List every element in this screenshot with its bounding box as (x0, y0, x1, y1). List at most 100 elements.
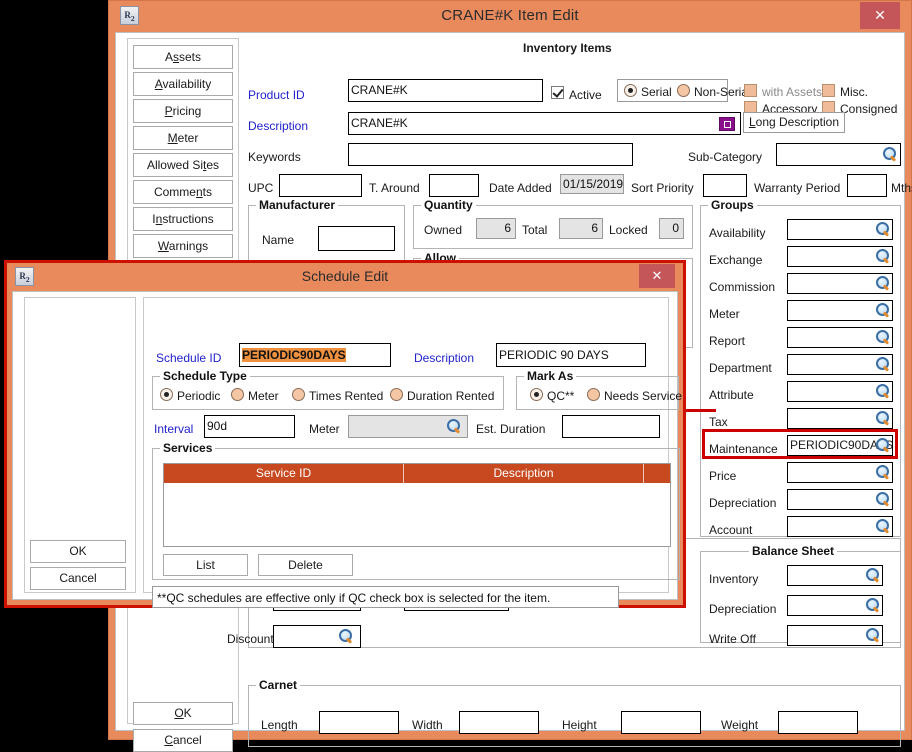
group-row-input-account[interactable] (787, 516, 893, 537)
consigned-label: Consigned (840, 102, 898, 116)
discount-label: Discount (227, 632, 274, 646)
est-duration-input[interactable] (562, 415, 660, 438)
carnet-height-input[interactable] (621, 711, 701, 734)
locked-value[interactable]: 0 (659, 218, 684, 239)
group-row-input-report[interactable] (787, 327, 893, 348)
services-col-service-id[interactable]: Service ID (164, 464, 404, 483)
schedule-description-input[interactable]: PERIODIC 90 DAYS (496, 343, 646, 367)
group-row-input-department[interactable] (787, 354, 893, 375)
group-row-input-exchange[interactable] (787, 246, 893, 267)
schedule-id-input[interactable]: PERIODIC90DAYS (239, 343, 391, 367)
mfr-name-label: Name (262, 233, 295, 247)
ld-acc: L (748, 115, 756, 129)
sb-acc: n (195, 185, 203, 199)
est-duration-label: Est. Duration (476, 422, 546, 436)
bs-row-input-inventory[interactable] (787, 565, 883, 586)
carnet-width-input[interactable] (459, 711, 539, 734)
schedule-type-radio-times-rented[interactable] (292, 388, 305, 401)
schedule-type-radio-meter[interactable] (231, 388, 244, 401)
sb-post: es (206, 158, 220, 172)
close-icon[interactable]: ✕ (860, 2, 900, 29)
mark-as-radio-needs-service[interactable] (587, 388, 600, 401)
active-checkbox[interactable] (551, 86, 564, 99)
bs-row-input-depreciation[interactable] (787, 595, 883, 616)
sidebar-item-instructions[interactable]: Instructions (133, 207, 233, 231)
misc-label: Misc. (840, 85, 868, 99)
services-col-description[interactable]: Description (404, 464, 644, 483)
group-row-input-depreciation[interactable] (787, 489, 893, 510)
sb-post: vailability (162, 77, 212, 91)
sidebar-item-assets[interactable]: Assets (133, 45, 233, 69)
schedule-ok-button[interactable]: OK (30, 540, 126, 563)
mark-as-group: Mark As QC** Needs Service (516, 369, 682, 410)
sidebar-item-availability[interactable]: Availability (133, 72, 233, 96)
schedule-id-label: Schedule ID (156, 351, 222, 365)
product-id-input[interactable]: CRANE#K (348, 79, 543, 102)
sub-category-input[interactable] (776, 143, 901, 166)
carnet-length-input[interactable] (319, 711, 399, 734)
owned-value[interactable]: 6 (476, 218, 516, 239)
long-description-button[interactable]: Long Description (743, 112, 845, 133)
annotation-arrow-line (676, 409, 716, 412)
sb-pre: Allowed Si (146, 158, 203, 172)
carnet-weight-input[interactable] (778, 711, 858, 734)
turnaround-input[interactable] (429, 174, 479, 197)
group-row-label-exchange: Exchange (709, 253, 763, 267)
group-row-label-tax: Tax (709, 415, 728, 429)
group-row-input-maintenance[interactable]: PERIODIC90DAYS (787, 435, 893, 456)
date-added-value[interactable]: 01/15/2019 (560, 174, 624, 194)
close-icon[interactable]: ✕ (639, 264, 675, 288)
misc-checkbox[interactable] (822, 84, 835, 97)
upc-input[interactable] (279, 174, 362, 197)
sidebar-item-comments[interactable]: Comments (133, 180, 233, 204)
meter-input[interactable] (348, 415, 468, 438)
schedule-id-value: PERIODIC90DAYS (242, 348, 346, 362)
total-value[interactable]: 6 (559, 218, 603, 239)
group-row-input-attribute[interactable] (787, 381, 893, 402)
sidebar-item-warnings[interactable]: Warnings (133, 234, 233, 258)
schedule-cancel-button[interactable]: Cancel (30, 567, 126, 590)
mark-as-radio-qc[interactable] (530, 388, 543, 401)
discount-input[interactable] (273, 625, 361, 648)
description-input[interactable]: CRANE#K (348, 112, 741, 135)
bs-row-label-depreciation: Depreciation (709, 602, 777, 616)
group-row-input-commission[interactable] (787, 273, 893, 294)
sb-acc: t (203, 158, 207, 172)
mfr-name-input[interactable] (318, 226, 395, 251)
sb-post: arnings (168, 239, 209, 253)
sidebar-item-allowed-sites[interactable]: Allowed Sites (133, 153, 233, 177)
cancel-button[interactable]: Cancel (133, 729, 233, 752)
interval-input[interactable]: 90d (204, 415, 295, 438)
sidebar-item-pricing[interactable]: Pricing (133, 99, 233, 123)
sidebar-item-meter[interactable]: Meter (133, 126, 233, 150)
sb-pre: Comme (153, 185, 196, 199)
serial-radio[interactable] (624, 84, 637, 97)
group-row-label-account: Account (709, 523, 753, 537)
schedule-type-radio-periodic[interactable] (160, 388, 173, 401)
carnet-group: Carnet Length Width Height Weight (248, 678, 901, 747)
bs-row-input-write-off[interactable] (787, 625, 883, 646)
cancel-post: ancel (172, 733, 202, 747)
keywords-input[interactable] (348, 143, 633, 166)
schedule-dialog-titlebar[interactable]: R2 Schedule Edit ✕ (7, 263, 683, 291)
expand-icon[interactable] (719, 117, 735, 131)
group-row-input-price[interactable] (787, 462, 893, 483)
cancel-acc: C (164, 733, 173, 747)
ok-button[interactable]: OK (133, 702, 233, 725)
schedule-type-radio-duration-rented[interactable] (390, 388, 403, 401)
turnaround-label: T. Around (369, 181, 420, 195)
services-list-button[interactable]: List (163, 554, 248, 576)
group-row-label-maintenance: Maintenance (709, 442, 778, 456)
product-id-label: Product ID (248, 88, 305, 102)
group-row-input-availability[interactable] (787, 219, 893, 240)
services-delete-button[interactable]: Delete (258, 554, 353, 576)
sort-priority-input[interactable] (703, 174, 747, 197)
sb-post: ts (202, 185, 213, 199)
group-row-input-tax[interactable] (787, 408, 893, 429)
main-titlebar[interactable]: R2 CRANE#K Item Edit ✕ (109, 1, 911, 32)
warranty-input[interactable] (847, 174, 887, 197)
non-serial-radio[interactable] (677, 84, 690, 97)
group-row-input-meter[interactable] (787, 300, 893, 321)
with-assets-checkbox[interactable] (744, 84, 757, 97)
services-table[interactable]: Service ID Description (163, 463, 671, 547)
